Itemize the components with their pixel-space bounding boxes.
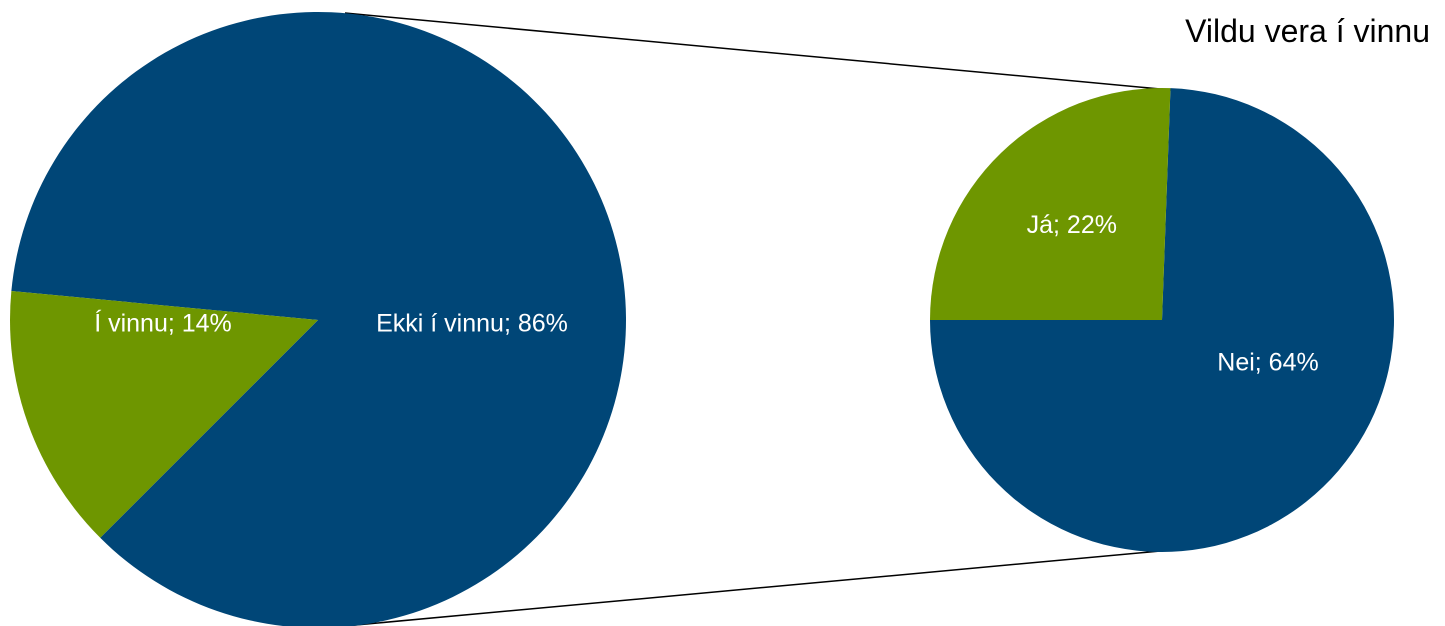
slice-label-nei: Nei; 64% xyxy=(1217,349,1318,377)
slice-label-ja: Já; 22% xyxy=(1027,211,1117,239)
secondary-pie: Já; 22% Nei; 64% xyxy=(930,88,1394,552)
connector-line-bottom xyxy=(344,548,1183,626)
pie-slice-ja xyxy=(930,88,1171,321)
pie-slice-i-vinnu xyxy=(10,291,319,538)
pie-slice-ekki-i-vinnu xyxy=(11,12,626,626)
slice-label-i-vinnu: Í vinnu; 14% xyxy=(94,309,232,338)
connector-line-top xyxy=(344,12,1183,92)
connector-lines xyxy=(344,12,1183,626)
main-pie: Í vinnu; 14% Ekki í vinnu; 86% xyxy=(10,12,626,626)
chart-title: Vildu vera í vinnu xyxy=(1185,13,1430,49)
pie-slice-nei xyxy=(930,88,1394,552)
slice-label-ekki-i-vinnu: Ekki í vinnu; 86% xyxy=(376,310,568,338)
